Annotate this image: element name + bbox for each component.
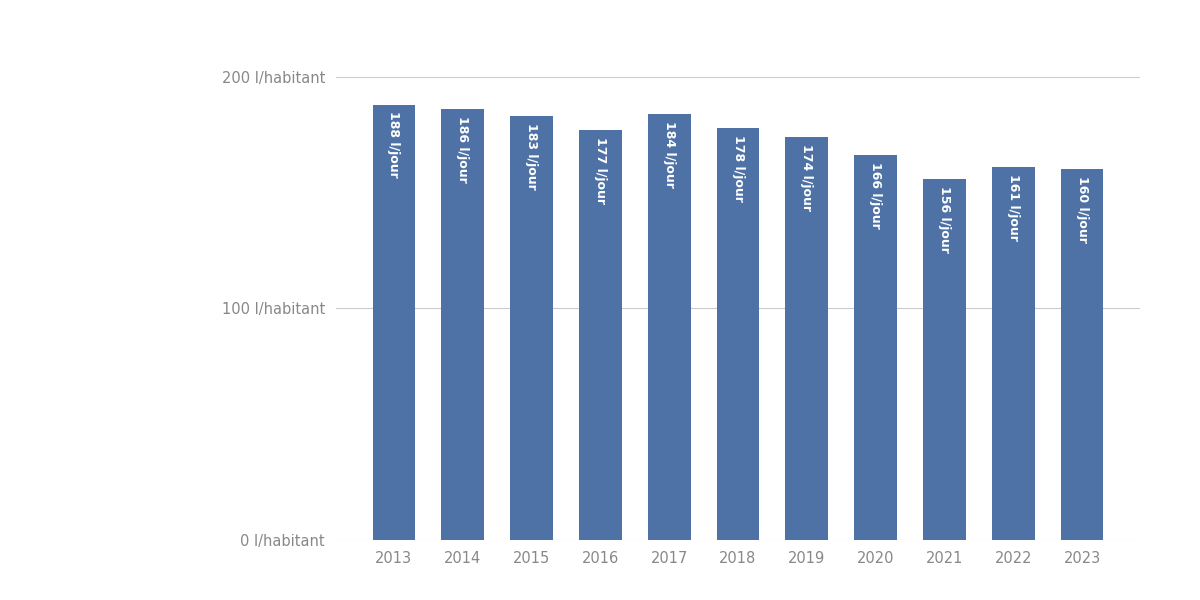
Text: 160 l/jour: 160 l/jour	[1075, 176, 1088, 243]
Bar	[372, 104, 415, 540]
Text: 161 l/jour: 161 l/jour	[1007, 174, 1020, 241]
Bar	[992, 167, 1034, 540]
Bar	[923, 179, 966, 540]
Text: 156 l/jour: 156 l/jour	[938, 185, 950, 253]
Bar	[854, 155, 896, 540]
Text: 177 l/jour: 177 l/jour	[594, 137, 607, 204]
Bar	[648, 114, 690, 540]
Bar	[442, 109, 484, 540]
Bar	[786, 137, 828, 540]
Text: 166 l/jour: 166 l/jour	[869, 163, 882, 229]
Bar	[580, 130, 622, 540]
Text: 174 l/jour: 174 l/jour	[800, 144, 814, 211]
Text: 178 l/jour: 178 l/jour	[732, 134, 744, 202]
Text: 184 l/jour: 184 l/jour	[662, 121, 676, 188]
Text: 188 l/jour: 188 l/jour	[388, 112, 401, 178]
Text: 183 l/jour: 183 l/jour	[526, 123, 538, 190]
Bar	[510, 116, 553, 540]
Bar	[1061, 169, 1104, 540]
Text: 186 l/jour: 186 l/jour	[456, 116, 469, 183]
Bar	[716, 128, 760, 540]
